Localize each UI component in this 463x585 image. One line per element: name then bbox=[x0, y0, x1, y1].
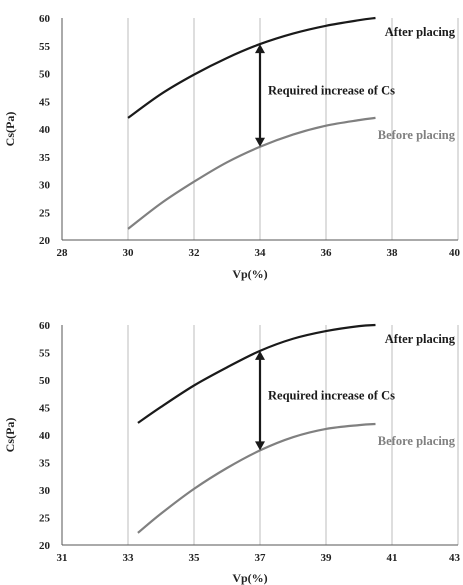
chart-1: 28 30 32 34 36 38 40 20 25 30 35 40 45 50 55 60 Vp(%) Cs(… bbox=[3, 13, 461, 281]
x-tick-label: 40 bbox=[449, 247, 461, 259]
y-tick-label: 20 bbox=[39, 235, 51, 247]
y-tick-label: 55 bbox=[39, 348, 51, 360]
y-tick-label: 55 bbox=[39, 41, 51, 53]
x-tick-label: 33 bbox=[123, 552, 135, 564]
annotation-arrowhead-up bbox=[255, 44, 265, 54]
y-tick-label: 60 bbox=[39, 320, 51, 332]
x-tick-label: 34 bbox=[255, 247, 267, 259]
annotation-arrowhead-down bbox=[255, 441, 265, 451]
y-tick-label: 35 bbox=[39, 458, 51, 470]
x-tick-label: 36 bbox=[321, 247, 333, 259]
x-axis-label: Vp(%) bbox=[232, 571, 267, 585]
series-line-after-placing bbox=[137, 323, 376, 424]
y-tick-label: 25 bbox=[39, 207, 51, 219]
y-tick-label: 40 bbox=[39, 430, 51, 442]
y-tick-label: 30 bbox=[39, 485, 51, 497]
series-label: Before placing bbox=[378, 128, 456, 142]
y-tick-label: 50 bbox=[39, 69, 51, 81]
series-label: After placing bbox=[385, 332, 456, 346]
x-tick-label: 43 bbox=[449, 552, 461, 564]
series-label: Before placing bbox=[378, 434, 456, 448]
y-tick-label: 50 bbox=[39, 375, 51, 387]
annotation-arrowhead-up bbox=[255, 350, 265, 360]
y-tick-label: 25 bbox=[39, 513, 51, 525]
y-tick-label: 30 bbox=[39, 180, 51, 192]
series-line-before-placing bbox=[127, 116, 376, 230]
y-tick-label: 60 bbox=[39, 13, 51, 25]
x-tick-label: 39 bbox=[321, 552, 333, 564]
annotation-label: Required increase of Cs bbox=[268, 83, 395, 97]
x-tick-label: 28 bbox=[57, 247, 69, 259]
y-tick-label: 20 bbox=[39, 540, 51, 552]
x-tick-label: 38 bbox=[387, 247, 399, 259]
series-label: After placing bbox=[385, 25, 456, 39]
chart-2: 31 33 35 37 39 41 43 20 25 30 35 40 45 50 55 60 Vp(%) Cs(… bbox=[3, 320, 461, 585]
x-tick-label: 32 bbox=[189, 247, 201, 259]
x-axis-label: Vp(%) bbox=[232, 267, 267, 281]
y-tick-label: 45 bbox=[39, 96, 51, 108]
y-tick-label: 35 bbox=[39, 152, 51, 164]
x-tick-label: 35 bbox=[189, 552, 201, 564]
annotation-label: Required increase of Cs bbox=[268, 389, 395, 403]
y-axis-label: Cs(Pa) bbox=[3, 418, 17, 453]
series-line-after-placing bbox=[127, 16, 376, 119]
annotation-arrowhead-down bbox=[255, 137, 265, 147]
x-tick-label: 30 bbox=[123, 247, 135, 259]
y-tick-label: 40 bbox=[39, 124, 51, 136]
y-tick-label: 45 bbox=[39, 403, 51, 415]
x-tick-label: 37 bbox=[255, 552, 267, 564]
series-line-before-placing bbox=[137, 422, 376, 534]
y-axis-label: Cs(Pa) bbox=[3, 112, 17, 147]
x-tick-label: 41 bbox=[387, 552, 398, 564]
x-tick-label: 31 bbox=[57, 552, 68, 564]
